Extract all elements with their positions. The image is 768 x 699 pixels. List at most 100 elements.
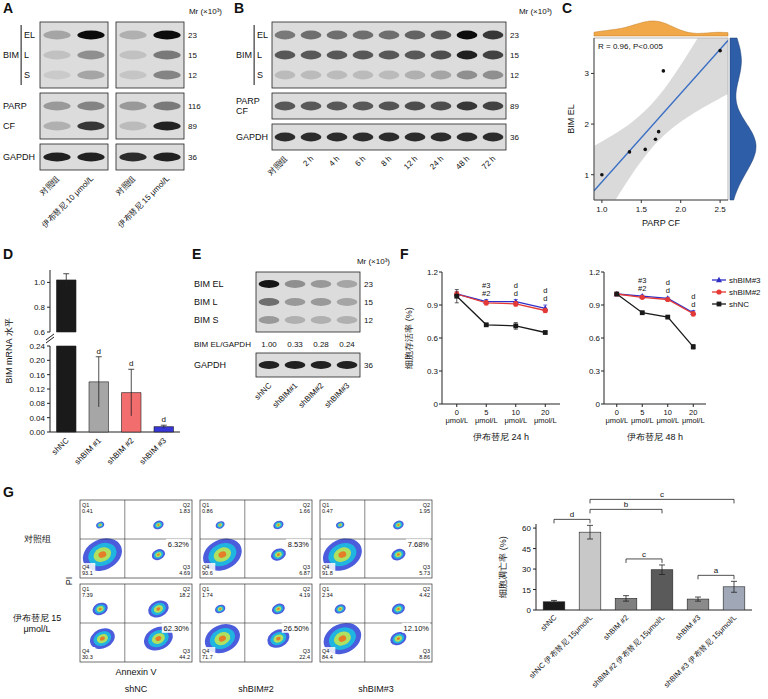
mr-title: Mr (×10³)	[357, 257, 390, 266]
ratio-value: 0.24	[339, 340, 355, 349]
significance: c	[660, 490, 664, 499]
y-tick	[591, 124, 594, 125]
band	[119, 31, 146, 40]
x-tick-label: shBIM #3 伊布替尼 15μmol/L	[662, 613, 738, 689]
marker	[614, 291, 619, 296]
band	[311, 298, 332, 306]
flow-events	[320, 584, 432, 662]
panel-letter: F	[400, 246, 409, 262]
population-density	[337, 606, 343, 612]
x-tick	[486, 404, 487, 407]
group-label: BIM	[236, 50, 252, 60]
error-bar	[96, 357, 102, 407]
row-label: CF	[236, 106, 248, 116]
band	[285, 316, 306, 324]
significance: d	[543, 294, 547, 303]
marker	[513, 324, 518, 329]
population-density	[333, 603, 347, 616]
marker	[543, 308, 548, 313]
significance: d	[162, 415, 166, 424]
x-tick	[515, 404, 516, 407]
population-density	[152, 549, 164, 560]
row-label: BIM EL	[194, 279, 224, 289]
label-line: μmol/L	[23, 624, 50, 634]
band	[457, 71, 478, 80]
band	[431, 51, 452, 60]
band	[153, 51, 180, 60]
population-density	[337, 550, 347, 559]
row-label: 伊布替尼 15μmol/L	[13, 613, 62, 634]
flow-plot	[80, 584, 192, 662]
x-tick-label: 2.0	[675, 205, 687, 214]
population-density	[91, 600, 110, 617]
error-bar	[514, 323, 518, 330]
population-density	[272, 548, 286, 560]
x-axis	[536, 610, 752, 611]
population-density	[91, 628, 114, 648]
blot-membrane	[40, 93, 108, 139]
flow-events	[80, 584, 192, 662]
marker	[691, 344, 696, 349]
x-axis	[442, 404, 560, 405]
x-tick-label: shBIM #1	[73, 436, 104, 467]
population-density	[200, 618, 245, 658]
blot-membrane	[272, 22, 506, 88]
population	[320, 617, 366, 660]
blot-membrane	[40, 22, 108, 88]
annotation: R = 0.96, P<0.005	[598, 42, 663, 51]
group-label: BIM	[3, 50, 19, 60]
row-label: 对照组	[24, 534, 51, 544]
label-line: μmol/L	[605, 416, 628, 425]
y-tick	[533, 610, 536, 611]
quadrant-value: 6.87	[299, 570, 310, 576]
band	[327, 31, 348, 40]
population-density	[339, 608, 342, 611]
comparison-bracket	[626, 559, 662, 563]
population-density	[155, 635, 162, 642]
label-patch	[402, 623, 430, 633]
x-axis-title: PARP CF	[642, 218, 681, 228]
legend-label: shBIM#2	[729, 288, 761, 297]
band	[379, 31, 400, 40]
quadrant-value: 90.6	[202, 570, 213, 576]
label-patch	[81, 647, 95, 660]
label-patch	[286, 539, 310, 549]
marker	[640, 295, 645, 300]
y-tick-label: 0.3	[427, 367, 439, 376]
axis-break	[46, 337, 54, 343]
x-tick-label: 1.0	[596, 205, 608, 214]
label-line: μmol/L	[445, 416, 468, 425]
blot-membrane	[272, 93, 506, 119]
y-tick-label: 0	[434, 400, 439, 409]
y-tick-label: 0.04	[29, 414, 45, 423]
population-density	[391, 632, 406, 645]
lane-label: 72 h	[480, 154, 497, 171]
population-density	[93, 603, 107, 616]
mr-marker: 15	[188, 51, 197, 60]
quadrant-value: 91.8	[322, 570, 333, 576]
y-tick	[47, 346, 50, 347]
band	[327, 71, 348, 80]
population	[150, 547, 167, 562]
error-bar	[691, 312, 695, 316]
x-density	[594, 21, 728, 36]
point	[600, 173, 604, 177]
band	[431, 133, 452, 142]
population-density	[397, 524, 400, 526]
quadrant-value: 71.7	[202, 654, 213, 660]
population-density	[394, 634, 403, 642]
band	[311, 316, 332, 324]
label-patch	[417, 585, 431, 598]
row-label: PARP	[3, 101, 27, 111]
point	[654, 137, 658, 141]
y-tick	[533, 589, 536, 590]
comparison-bracket	[590, 509, 662, 513]
blot-membrane	[256, 272, 360, 332]
population-density	[157, 553, 160, 556]
x-axis	[604, 404, 706, 405]
plot-marks	[594, 38, 728, 200]
band	[457, 133, 478, 142]
lane-label: 4 h	[327, 154, 341, 168]
flow-events	[320, 500, 432, 578]
x-tick-label: shBIM #2 伊布替尼 15μmol/L	[590, 613, 666, 689]
